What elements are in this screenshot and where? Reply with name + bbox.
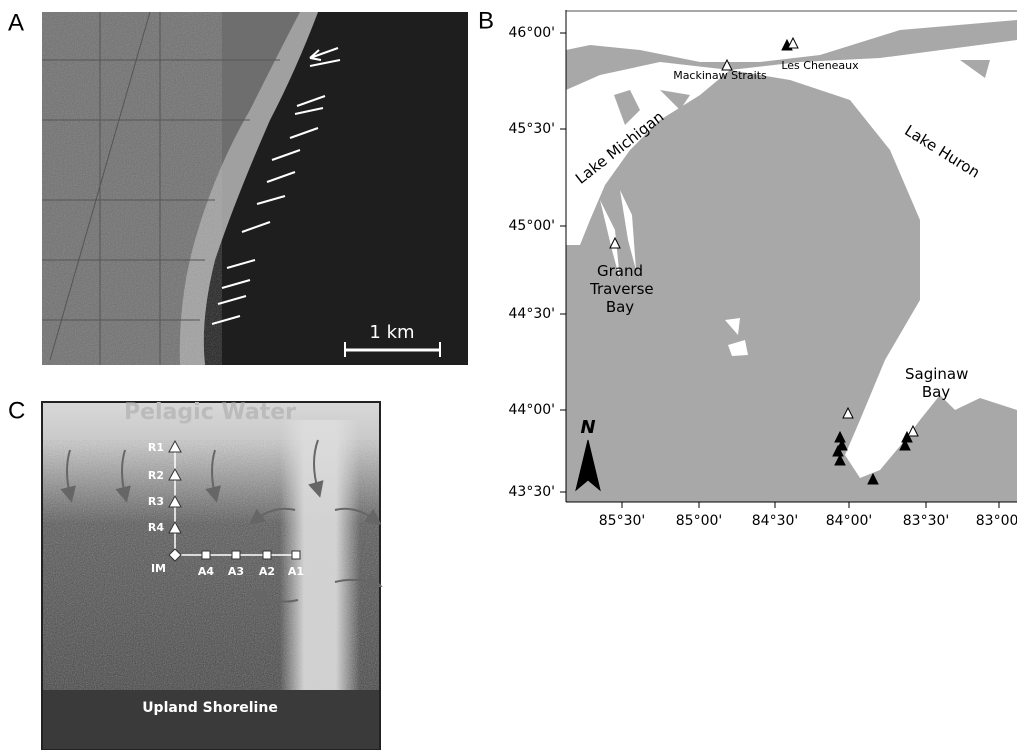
place-label-box: Saginaw Bay xyxy=(905,365,969,401)
north-label: N xyxy=(580,417,595,438)
lon-tick-label: 84°00' xyxy=(826,513,872,529)
lon-tick-label: 83°30' xyxy=(903,513,949,529)
map xyxy=(560,10,1017,508)
lat-tick-label: 45°00' xyxy=(509,218,555,234)
lon-tick-label: 85°00' xyxy=(676,513,722,529)
place-label: Les Cheneaux xyxy=(781,59,859,72)
station-label: R2 xyxy=(148,469,164,482)
satellite-image xyxy=(42,11,468,365)
lat-tick-label: 46°00' xyxy=(509,25,555,41)
place-label: Mackinaw Straits xyxy=(673,69,767,82)
station-label: A2 xyxy=(259,565,275,578)
lon-tick-label: 83°00' xyxy=(976,513,1017,529)
place-label: Grand Traverse Bay xyxy=(590,262,654,316)
station-label: R1 xyxy=(148,441,164,454)
station-label: A4 xyxy=(198,565,215,578)
station-label: A1 xyxy=(288,565,304,578)
diagram xyxy=(41,401,383,750)
panel-label: A xyxy=(8,9,24,36)
panel-label: B xyxy=(478,7,494,34)
array-stations: A4 A3 A2 A1 xyxy=(198,565,304,578)
lat-tick-label: 45°30' xyxy=(509,121,555,137)
bottom-label: Upland Shoreline xyxy=(142,700,278,716)
place-label: Saginaw Bay xyxy=(905,365,969,401)
lat-tick-label: 44°00' xyxy=(509,402,555,418)
top-label: Pelagic Water xyxy=(124,400,296,425)
station-label: A3 xyxy=(228,565,244,578)
lat-tick-label: 44°30' xyxy=(509,306,555,322)
panel-label: C xyxy=(8,397,25,424)
station-label: IM xyxy=(151,562,166,575)
longitude-ticks: 85°30' 85°00' 84°30' 84°00' 83°30' 83°00… xyxy=(599,513,1017,529)
place-label-box: Grand Traverse Bay xyxy=(590,262,654,316)
reference-stations: R1 R2 R3 R4 IM xyxy=(148,441,166,575)
station-label: R4 xyxy=(148,521,164,534)
lat-tick-label: 43°30' xyxy=(509,484,555,500)
lon-tick-label: 85°30' xyxy=(599,513,645,529)
latitude-ticks: 46°00' 45°30' 45°00' 44°30' 44°00' 43°30… xyxy=(509,25,555,500)
station-label: R3 xyxy=(148,495,164,508)
scale-bar-label: 1 km xyxy=(369,322,414,343)
lon-tick-label: 84°30' xyxy=(752,513,798,529)
